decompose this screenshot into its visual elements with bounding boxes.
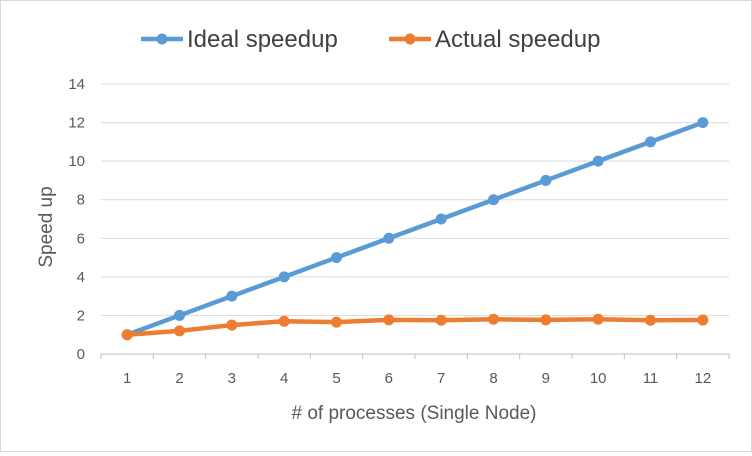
- x-tick-label: 3: [228, 370, 236, 387]
- y-tick-label: 0: [77, 346, 85, 363]
- x-tick-label: 8: [489, 370, 497, 387]
- data-point: [174, 325, 185, 337]
- data-point: [592, 155, 604, 167]
- data-point: [592, 313, 604, 325]
- x-tick-label: 12: [694, 370, 711, 387]
- series-line: [124, 120, 706, 337]
- x-tick-label: 7: [437, 370, 445, 387]
- data-point: [435, 213, 447, 225]
- series-actual-speedup: [121, 313, 709, 341]
- y-tick-label: 4: [77, 269, 85, 286]
- data-point: [278, 315, 290, 327]
- y-tick-label: 10: [68, 153, 85, 170]
- data-point: [488, 313, 499, 325]
- data-point: [331, 316, 342, 328]
- y-tick-label: 6: [77, 230, 85, 247]
- series-layer: [121, 117, 709, 341]
- x-tick-label: 4: [280, 370, 288, 387]
- data-point: [540, 174, 552, 186]
- x-tick-label: 10: [590, 370, 607, 387]
- data-point: [697, 314, 709, 326]
- data-point: [645, 314, 656, 326]
- gridlines: [101, 83, 729, 355]
- series-line: [124, 317, 706, 337]
- data-point: [174, 309, 185, 321]
- data-point: [226, 290, 238, 302]
- x-tick-label: 11: [643, 370, 659, 387]
- data-point: [121, 329, 133, 341]
- data-point: [383, 314, 395, 326]
- x-tick-label: 5: [332, 370, 340, 387]
- y-tick-label: 14: [68, 76, 85, 93]
- y-tick-label: 2: [77, 307, 85, 324]
- data-point: [488, 194, 499, 206]
- y-tick-label: 12: [68, 115, 85, 132]
- data-point: [540, 314, 552, 326]
- legend-item: Actual speedup: [389, 26, 600, 53]
- y-tick-label: 8: [77, 192, 85, 209]
- data-point: [226, 319, 238, 331]
- x-axis: 1 2 3 4 5 6 7 8 9 10 11 12: [100, 354, 730, 387]
- x-axis-title: # of processes (Single Node): [291, 403, 536, 424]
- legend-label: Actual speedup: [435, 26, 600, 53]
- data-point: [697, 117, 709, 129]
- x-tick-label: 1: [123, 370, 131, 387]
- y-axis-ticks: 0 2 4 6 8 10 12 14: [68, 76, 85, 363]
- data-point: [645, 136, 656, 148]
- y-axis-title: Speed up: [36, 186, 57, 267]
- x-tick-label: 2: [175, 370, 183, 387]
- data-point: [383, 232, 395, 244]
- x-tick-label: 6: [385, 370, 393, 387]
- data-point: [331, 252, 342, 264]
- legend-item: Ideal speedup: [141, 26, 338, 53]
- series-ideal-speedup: [121, 117, 709, 341]
- legend: Ideal speedup Actual speedup: [141, 26, 600, 53]
- legend-swatch-marker: [404, 33, 416, 45]
- legend-label: Ideal speedup: [187, 26, 338, 53]
- legend-swatch-marker: [156, 33, 168, 45]
- data-point: [435, 314, 447, 326]
- x-tick-label: 9: [542, 370, 550, 387]
- data-point: [278, 271, 290, 283]
